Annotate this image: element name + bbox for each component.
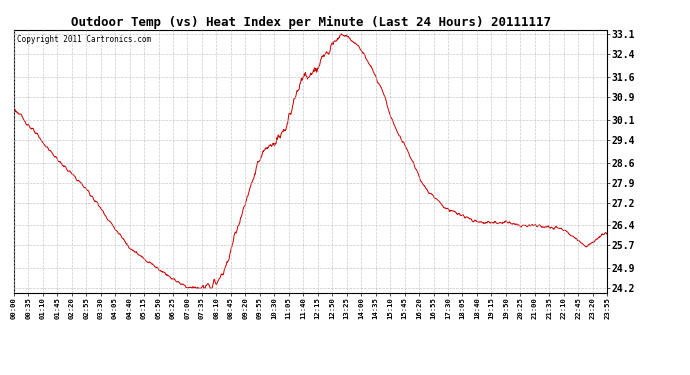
Text: Copyright 2011 Cartronics.com: Copyright 2011 Cartronics.com: [17, 35, 151, 44]
Title: Outdoor Temp (vs) Heat Index per Minute (Last 24 Hours) 20111117: Outdoor Temp (vs) Heat Index per Minute …: [70, 16, 551, 29]
